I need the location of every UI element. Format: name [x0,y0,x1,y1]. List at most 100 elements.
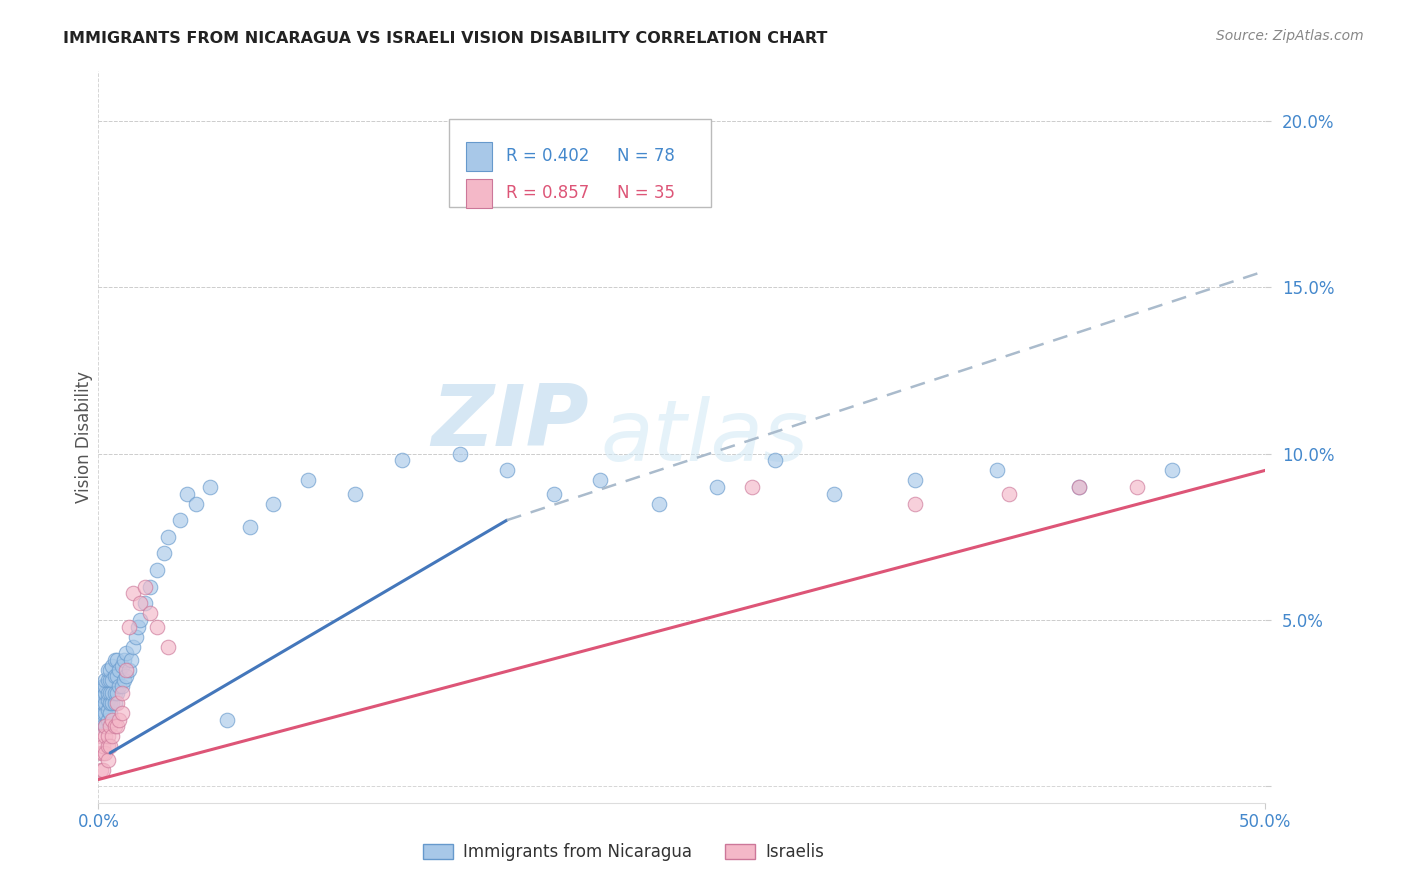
Point [90,713,112,727]
Point [706,480,728,494]
Point [104,653,127,667]
Point [101,659,124,673]
Point [122,640,145,654]
Point [200,480,222,494]
Point [118,619,141,633]
Point [108,680,131,694]
Point [108,713,131,727]
Point [111,686,134,700]
Point [127,619,149,633]
Point [122,586,145,600]
Point [129,596,152,610]
Text: atlas: atlas [600,395,808,479]
Text: N = 35: N = 35 [617,185,675,202]
Point [169,513,191,527]
Point [97,692,120,706]
Point [589,473,612,487]
Text: R = 0.402: R = 0.402 [506,147,589,165]
FancyBboxPatch shape [449,119,711,207]
Point [115,646,138,660]
Point [101,696,124,710]
Point [101,686,124,700]
Point [101,673,124,687]
Point [94,696,117,710]
Point [134,580,156,594]
Point [118,663,141,677]
Point [98,696,121,710]
Point [104,669,127,683]
Point [91,739,114,754]
Text: IMMIGRANTS FROM NICARAGUA VS ISRAELI VISION DISABILITY CORRELATION CHART: IMMIGRANTS FROM NICARAGUA VS ISRAELI VIS… [63,31,828,46]
Point [97,753,120,767]
Point [823,486,845,500]
Point [449,447,471,461]
Point [94,686,117,700]
Point [94,719,117,733]
Point [176,486,198,500]
Point [904,473,927,487]
Point [115,669,138,683]
Bar [465,178,492,208]
Point [111,680,134,694]
Point [91,680,114,694]
Bar [465,142,492,171]
Text: N = 78: N = 78 [617,147,675,165]
Point [97,713,120,727]
Point [496,463,519,477]
Point [105,653,128,667]
Point [1161,463,1184,477]
Point [239,520,262,534]
Point [97,686,120,700]
Point [105,719,128,733]
Point [94,729,117,743]
Point [125,630,148,644]
Point [94,680,117,694]
Point [98,673,121,687]
Point [97,673,120,687]
Point [741,480,763,494]
Point [97,739,120,754]
Point [91,696,114,710]
Text: ZIP: ZIP [430,381,589,464]
Point [146,619,169,633]
Point [105,669,128,683]
Point [104,719,127,733]
Text: R = 0.857: R = 0.857 [506,185,589,202]
Point [997,486,1019,500]
Point [986,463,1008,477]
Point [90,696,112,710]
Point [146,563,169,577]
Point [543,486,565,500]
Point [94,719,117,733]
Point [129,613,152,627]
Point [91,763,114,777]
Point [101,729,124,743]
Point [104,686,127,700]
Point [97,729,120,743]
Point [108,663,131,677]
Point [904,497,927,511]
Point [90,686,112,700]
Point [344,486,367,500]
Point [98,663,121,677]
Point [91,719,114,733]
Point [91,706,114,720]
Point [115,663,138,677]
Point [152,546,174,560]
Point [90,746,112,760]
Point [98,719,121,733]
Point [647,497,669,511]
Point [763,453,786,467]
Y-axis label: Vision Disability: Vision Disability [75,371,93,503]
Point [157,530,180,544]
Point [101,713,124,727]
Point [91,690,114,704]
Point [1126,480,1149,494]
Point [139,607,162,621]
Text: Source: ZipAtlas.com: Source: ZipAtlas.com [1216,29,1364,43]
Point [98,686,121,700]
Point [186,497,208,511]
Point [120,653,142,667]
Point [215,713,238,727]
Point [94,706,117,720]
